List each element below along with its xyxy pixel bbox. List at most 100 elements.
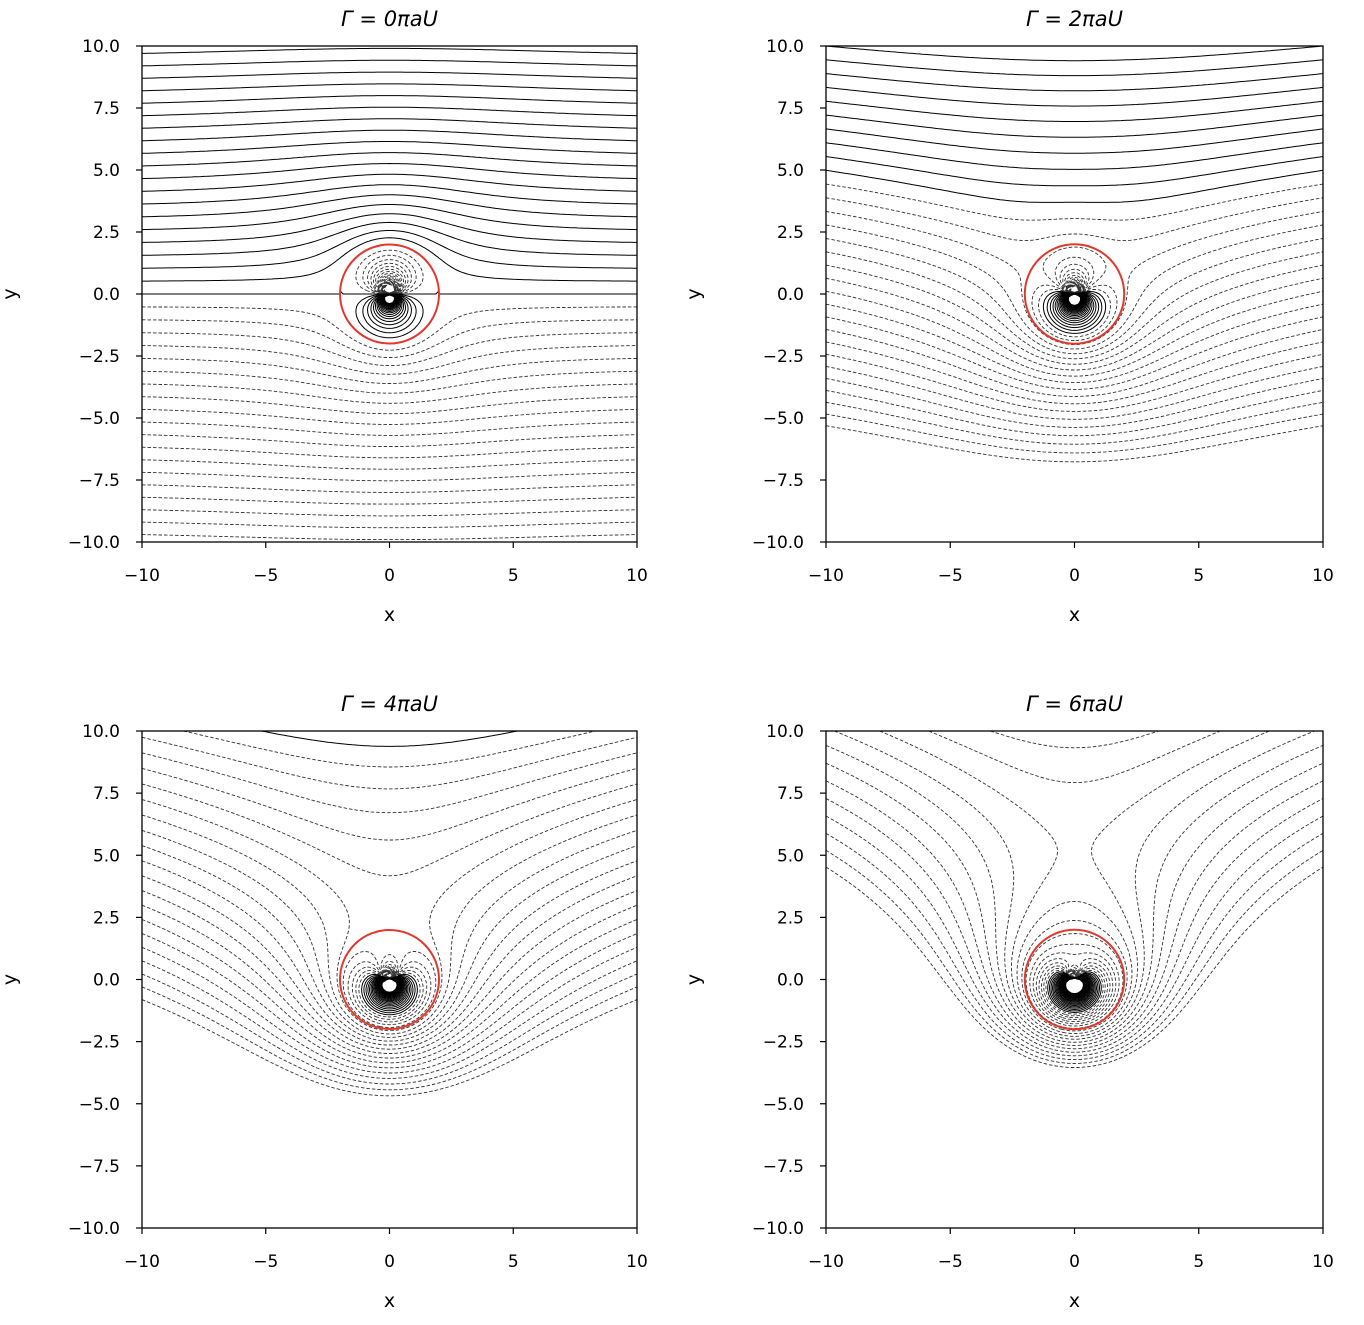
contour-level xyxy=(142,270,637,404)
y-tick-label: 5.0 xyxy=(777,846,804,866)
contour-level xyxy=(1035,958,1114,1023)
contour-level xyxy=(142,752,637,1023)
x-tick-label: −5 xyxy=(253,1252,278,1272)
contour-level xyxy=(1067,293,1082,306)
contour-level xyxy=(1065,977,1084,995)
contour-level xyxy=(826,59,1323,317)
cylinder-circle xyxy=(339,929,440,1030)
cylinder-circle xyxy=(1023,243,1126,345)
y-tick-label: −10.0 xyxy=(68,1219,120,1239)
x-tick-label: 0 xyxy=(1069,1252,1080,1272)
contour-level xyxy=(826,128,1323,326)
y-tick-label: 7.5 xyxy=(777,784,804,804)
y-tick-label: 0.0 xyxy=(777,971,804,991)
y-tick-label: 7.5 xyxy=(93,784,120,804)
x-tick-label: 10 xyxy=(1312,1252,1334,1272)
y-tick-label: 2.5 xyxy=(93,223,120,243)
contour-level xyxy=(381,978,398,993)
y-tick-label: 0.0 xyxy=(93,285,120,305)
x-tick-label: 0 xyxy=(384,1252,395,1272)
contour-level xyxy=(142,767,637,1026)
axes-frame xyxy=(825,730,1324,1229)
contour-level xyxy=(826,183,1323,338)
x-tick-label: 10 xyxy=(1312,566,1334,586)
y-tick-label: 10.0 xyxy=(82,37,120,57)
y-tick-label: −2.5 xyxy=(79,347,120,367)
contour-level xyxy=(879,731,1270,1037)
contour-level xyxy=(834,731,1315,1040)
y-tick-label: 10.0 xyxy=(82,722,120,742)
y-tick-label: 0.0 xyxy=(777,285,804,305)
contour-level xyxy=(142,829,637,1038)
y-tick-label: 2.5 xyxy=(777,908,804,928)
contour-level xyxy=(826,850,1323,1064)
y-tick-label: 2.5 xyxy=(777,223,804,243)
x-tick-label: 5 xyxy=(508,1252,519,1272)
x-tick-label: −5 xyxy=(253,566,278,586)
contour-level xyxy=(142,799,637,1032)
contour-level xyxy=(142,972,637,1091)
contour-level xyxy=(142,972,637,1097)
x-tick-label: 10 xyxy=(626,566,648,586)
cylinder-circle xyxy=(1023,928,1126,1031)
y-tick-label: 0.0 xyxy=(93,971,120,991)
x-axis-label: x xyxy=(1069,604,1080,626)
contour-level xyxy=(826,283,1323,420)
contour-level xyxy=(826,282,1323,412)
y-tick-label: 2.5 xyxy=(93,908,120,928)
contour-level xyxy=(142,254,637,358)
y-tick-label: 5.0 xyxy=(777,161,804,181)
contour-level xyxy=(142,152,637,312)
contour-level xyxy=(142,272,637,415)
contour-level xyxy=(142,274,637,425)
x-axis-label: x xyxy=(384,604,395,626)
contour-level xyxy=(1047,971,1102,1013)
contour-lines xyxy=(826,731,1323,1068)
contour-level xyxy=(1043,967,1106,1017)
contour-level xyxy=(142,266,637,384)
x-tick-label: 5 xyxy=(1193,1252,1204,1272)
y-tick-label: 10.0 xyxy=(766,722,804,742)
contour-level xyxy=(826,46,1323,315)
x-tick-label: 5 xyxy=(1193,566,1204,586)
subplot-title: Γ = 6πaU xyxy=(1026,692,1123,716)
contour-lines xyxy=(142,731,637,1097)
contour-level xyxy=(826,238,1323,355)
contour-level xyxy=(826,224,1323,350)
subplot-title: Γ = 2πaU xyxy=(1026,7,1123,31)
contour-level xyxy=(142,890,637,1054)
contour-level xyxy=(142,276,637,436)
x-axis-label: x xyxy=(1069,1290,1080,1312)
contour-level xyxy=(142,845,637,1042)
contour-level xyxy=(142,249,637,351)
contour-level xyxy=(381,978,398,994)
y-tick-label: −5.0 xyxy=(79,1095,120,1115)
contour-level xyxy=(183,731,596,1018)
contour-level xyxy=(384,294,395,305)
y-tick-label: −7.5 xyxy=(79,471,120,491)
contour-lines xyxy=(826,46,1323,463)
contour-level xyxy=(142,268,637,394)
y-tick-label: −2.5 xyxy=(79,1033,120,1053)
x-tick-label: −10 xyxy=(124,566,160,586)
subplot-1: −10 −5 0 5 10 10.0 7.5 5.0 2.5 0.0 −2.5 −5.0 −7.5 −10… xyxy=(0,7,648,626)
x-tick-label: −10 xyxy=(808,566,844,586)
contour-level xyxy=(826,142,1323,329)
contour-level xyxy=(142,262,637,375)
y-tick-label: −7.5 xyxy=(763,471,804,491)
y-tick-label: −7.5 xyxy=(79,1157,120,1177)
y-tick-label: −5.0 xyxy=(79,409,120,429)
x-tick-label: −5 xyxy=(938,566,963,586)
y-axis-label: y xyxy=(0,974,21,985)
contour-level xyxy=(826,114,1323,324)
contour-level xyxy=(826,280,1323,397)
y-axis-label: y xyxy=(683,974,705,985)
y-tick-label: 7.5 xyxy=(777,99,804,119)
contour-level xyxy=(142,230,637,334)
y-tick-label: −10.0 xyxy=(68,533,120,553)
subplot-4: −10 −5 0 5 10 10.0 7.5 5.0 2.5 0.0 −2.5 −5.0 −7.5 −10… xyxy=(683,692,1334,1312)
contour-level xyxy=(928,731,1221,1035)
x-tick-label: 0 xyxy=(384,566,395,586)
contour-level xyxy=(990,731,1159,1032)
subplot-3: −10 −5 0 5 10 10.0 7.5 5.0 2.5 0.0 −2.5 −5.0 −7.5 −10… xyxy=(0,692,648,1312)
